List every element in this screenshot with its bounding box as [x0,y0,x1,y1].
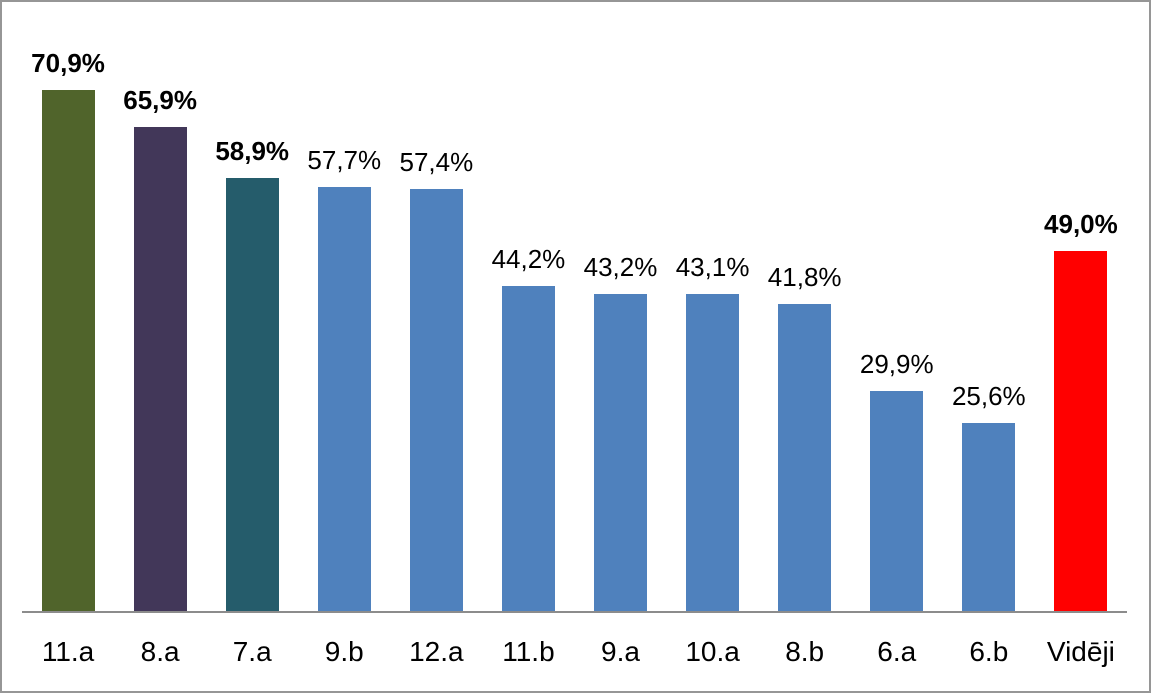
bar [686,294,740,611]
x-axis-label: 12.a [409,636,464,667]
bar-column: 43,1% [667,2,759,611]
bar-column: 70,9% [22,2,114,611]
x-axis-label: 11.a [41,636,95,667]
bar-value-label: 43,2% [583,252,658,283]
x-axis-label: 8.b [785,636,825,667]
bar [501,286,555,611]
bar-value-label: 58,9% [215,136,290,167]
bar-column: 44,2% [482,2,574,611]
bar-column: 29,9% [851,2,943,611]
bar [778,304,832,611]
x-axis-label: 6.b [969,636,1009,667]
bar [317,187,371,611]
bar-column: 41,8% [759,2,851,611]
bar [870,391,924,611]
bar-column: 65,9% [114,2,206,611]
bar-value-label: 29,9% [859,349,934,380]
bar [225,178,279,611]
bar [409,189,463,611]
x-axis-label: 11.b [502,636,555,667]
bar-column: 25,6% [943,2,1035,611]
bar-value-label: 25,6% [951,381,1026,412]
bar-column: 57,7% [298,2,390,611]
bar [41,90,95,611]
x-axis-label: 8.a [140,636,180,667]
bar [133,127,187,611]
x-axis-labels-row: 11.a 8.a 7.a 9.b 12.a 11.b 9.a 10.a 8.b … [22,636,1127,668]
x-axis-label: 10.a [685,636,740,667]
bar [594,294,647,611]
bar-value-label: 44,2% [491,244,566,275]
x-axis-label: 9.b [324,636,364,667]
x-axis-line [22,611,1127,613]
x-axis-label: 6.a [877,636,917,667]
bar [962,423,1016,611]
bar-value-label: 43,1% [675,252,750,283]
bar-value-label: 57,7% [307,145,382,176]
bar-chart-plot-area: 70,9% 65,9% 58,9% 57,7% 57,4% 44,2% 43,2… [22,2,1127,611]
x-axis-label: 9.a [601,636,640,667]
bar-column: 49,0% [1035,2,1127,611]
bar-column: 58,9% [206,2,298,611]
bar-column: 43,2% [574,2,666,611]
bar-column: 57,4% [390,2,482,611]
bar-value-label: 70,9% [31,48,105,79]
bar-value-label: 65,9% [123,85,197,116]
bar [1054,251,1108,611]
bar-value-label: 49,0% [1044,209,1118,240]
x-axis-label: 7.a [232,636,272,667]
bar-value-label: 57,4% [399,147,474,178]
x-axis-label: Vidēji [1046,636,1115,667]
bar-value-label: 41,8% [767,262,842,293]
